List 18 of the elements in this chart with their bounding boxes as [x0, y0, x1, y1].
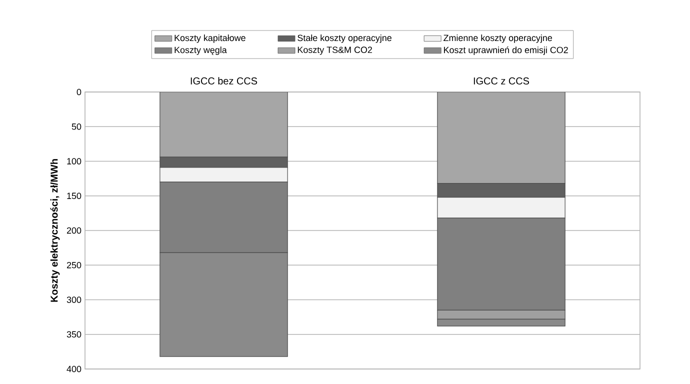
legend-label: Stałe koszty operacyjne	[298, 34, 392, 43]
y-tick-label: 150	[67, 192, 82, 200]
legend-label: Zmienne koszty operacyjne	[444, 34, 552, 43]
y-tick-label: 0	[76, 88, 82, 96]
x-tick-label: IGCC z CCS	[474, 77, 530, 84]
y-axis-title: Koszty elektryczności, zł/MWh	[50, 159, 60, 302]
y-tick-label: 400	[66, 366, 82, 372]
legend-label: Koszty kapitałowe	[174, 34, 246, 43]
legend-label: Koszty węgla	[174, 46, 227, 55]
legend-label: Koszty TS&M CO2	[298, 46, 372, 55]
x-tick-label: IGCC bez CCS	[190, 77, 258, 84]
y-tick-label: 350	[66, 331, 82, 338]
legend-label: Koszt uprawnień do emisji CO2	[444, 46, 568, 55]
y-tick-label: 200	[66, 227, 82, 234]
y-tick-label: 300	[66, 296, 82, 303]
y-tick-label: 250	[66, 262, 82, 268]
y-tick-label: 50	[72, 123, 82, 130]
y-tick-label: 100	[67, 158, 82, 164]
